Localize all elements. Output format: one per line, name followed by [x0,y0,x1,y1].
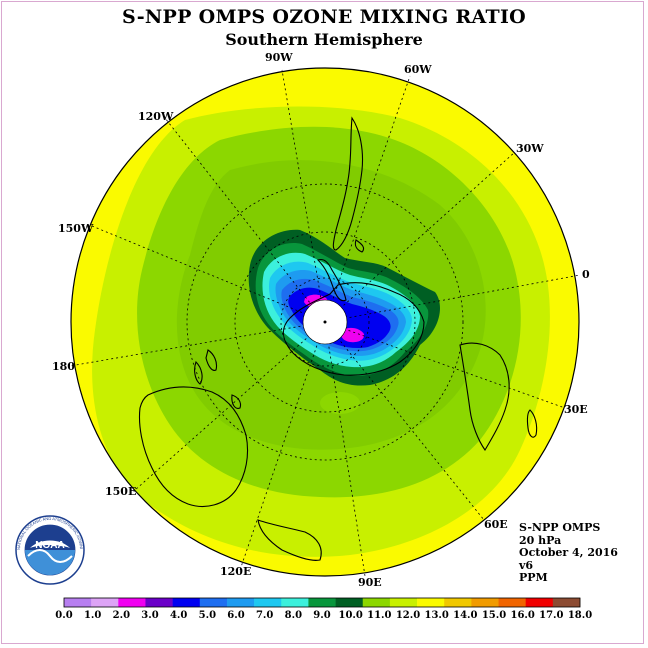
coast-australia [138,386,249,508]
info-date: October 4, 2016 [519,546,618,559]
colorbar-tick-label: 17.0 [539,610,563,621]
colorbar-tick-label: 4.0 [170,610,187,621]
colorbar-frame [63,597,581,608]
colorbar-swatch [525,598,554,607]
lon-label-120w: 120W [138,110,174,123]
colorbar-tick-label: 7.0 [256,610,273,621]
colorbar-swatch [118,598,146,607]
colorbar-tick-label: 18.0 [568,610,592,621]
coast-indonesia-fragment [257,519,322,561]
colorbar-swatch [471,598,499,607]
logo-water [25,550,75,575]
lat-circle-60s [186,183,464,461]
map-title: S-NPP OMPS OZONE MIXING RATIO [121,6,527,28]
meridian-0 [324,274,581,323]
lat-circle-80s [280,277,370,367]
colorbar-swatch [308,598,336,607]
coast-madagascar [526,409,538,438]
colorbar-swatch [199,598,228,607]
colorbar-swatch [91,598,119,607]
colorbar-swatch [389,598,418,607]
colorbar-swatch [254,598,282,607]
meridian-120w [164,117,326,323]
lon-label-60e: 60E [484,518,508,531]
lon-label-60w: 60W [404,63,432,76]
logo-bird [30,540,70,548]
colorbar-swatch [498,598,526,607]
colorbar-swatch [552,598,581,607]
colorbar-swatch [64,598,92,607]
meridian-60w [324,75,411,323]
logo-text: NOAA [35,540,64,551]
colorbar-tick-label: 16.0 [510,610,534,621]
colorbar-tick-label: 0.0 [55,610,72,621]
meridians [69,69,581,577]
colorbar-swatch [145,598,173,607]
colorbar-tick-label: 12.0 [396,610,420,621]
lon-label-30w: 30W [516,142,544,155]
info-pressure: 20 hPa [519,533,562,547]
meridian-120e [239,321,326,571]
colorbar-tick-label: 2.0 [113,610,130,621]
south-pole-marker [323,320,327,324]
colorbar-swatch [444,598,472,607]
coastlines [138,116,538,561]
map-subtitle: Southern Hemisphere [225,30,423,49]
coast-new-zealand [194,349,218,385]
colorbar-tick-label: 5.0 [199,610,216,621]
logo-wave [27,549,73,563]
info-units: PPM [519,571,548,584]
colorbar-tick-label: 1.0 [84,610,101,621]
colorbar-tick-label: 10.0 [338,610,362,621]
colorbar: 0.0 1.0 2.0 3.0 4.0 5.0 6.0 7.0 8.0 9.0 10.0 11.0 12… [55,597,592,621]
info-block: S-NPP OMPS 20 hPa October 4, 2016 v6 PPM [519,521,618,585]
latitude-circles [186,183,464,461]
colorbar-swatch [281,598,309,607]
lon-label-180: 180 [52,360,75,373]
colorbar-swatch [226,598,255,607]
lon-label-90e: 90E [358,576,382,589]
colorbar-tick-label: 6.0 [227,610,244,621]
colorbar-swatch [417,598,445,607]
colorbar-tick-label: 15.0 [482,610,506,621]
logo-ring-text: NATIONAL OCEANIC AND ATMOSPHERIC ADMINIS… [0,0,84,550]
coast-antarctic-peninsula [316,258,347,302]
meridian-180 [69,321,326,367]
logo-ring-textpath: NATIONAL OCEANIC AND ATMOSPHERIC ADMINIS… [0,0,84,550]
noaa-logo: NOAA NATIONAL OCEANIC AND ATMOSPHERIC AD… [0,0,85,585]
lon-label-90w: 90W [265,51,293,64]
coast-africa [459,342,510,452]
lon-label-150e: 150E [105,485,136,498]
colorbar-tick-label: 3.0 [141,610,158,621]
colorbar-tick-label: 13.0 [424,610,448,621]
meridian-150w [91,225,326,323]
longitude-labels: 90W 60W 30W 0 30E 60E 90E 120E 150E 180 … [52,51,590,589]
colorbar-swatch [172,598,201,607]
lon-label-30e: 30E [564,403,588,416]
info-instrument: S-NPP OMPS [519,521,601,534]
lon-label-120e: 120E [220,565,251,578]
colorbar-tick-label: 11.0 [367,610,391,621]
map-boundary [70,67,580,577]
lat-circle-70s [234,231,416,413]
colorbar-tick-label: 14.0 [453,610,477,621]
coast-antarctica [282,282,425,376]
colorbar-tick-label: 9.0 [313,610,330,621]
contour-2-3-b [340,327,365,343]
colorbar-swatch [362,598,391,607]
lon-label-150w: 150W [58,222,94,235]
meridian-60e [324,321,485,521]
colorbar-tick-label: 8.0 [285,610,302,621]
coast-falklands [354,239,365,253]
lon-label-0: 0 [582,268,590,281]
coast-tasmania [231,394,242,409]
info-version: v6 [519,558,534,572]
coast-south-america [332,116,364,251]
meridian-150e [134,321,326,491]
colorbar-swatch [335,598,364,607]
